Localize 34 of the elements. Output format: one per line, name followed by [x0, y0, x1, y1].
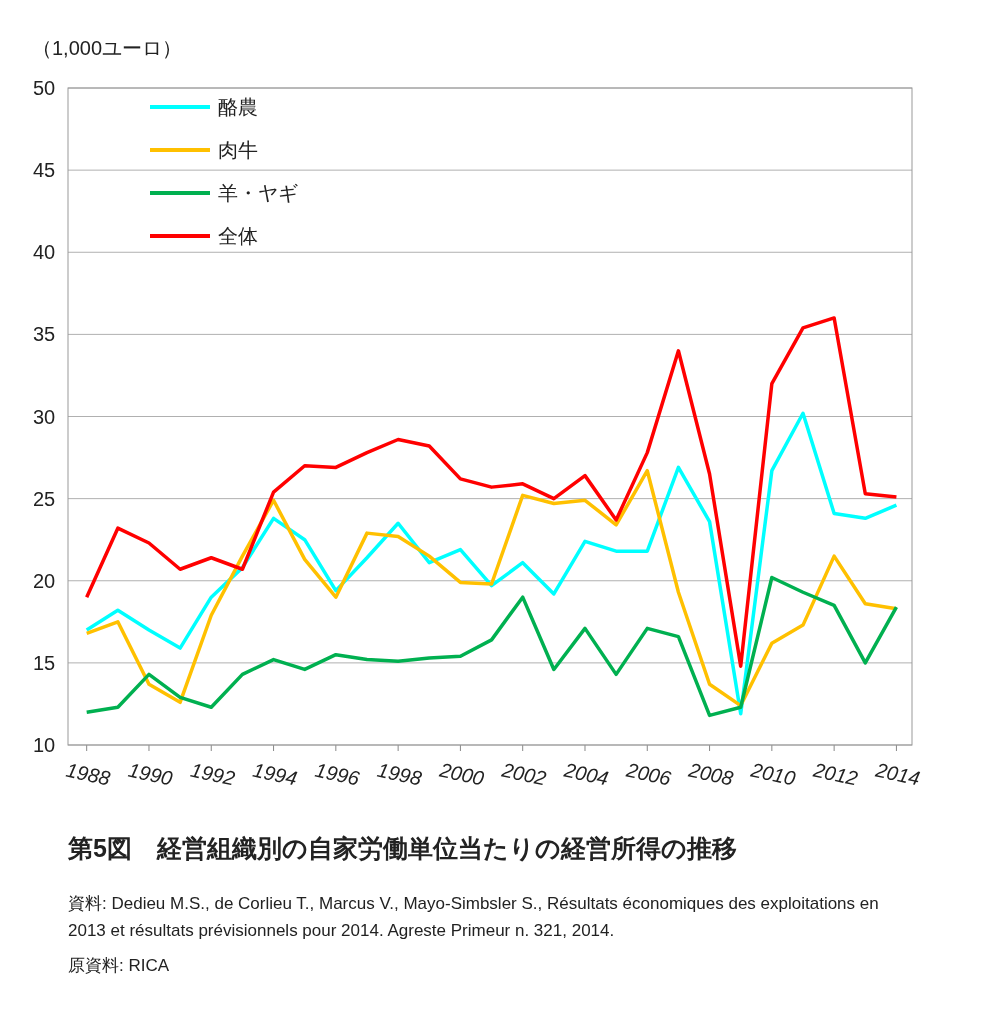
legend-label: 肉牛 — [218, 139, 258, 161]
x-tick-label: 2000 — [436, 758, 486, 790]
legend-label: 全体 — [218, 225, 258, 247]
y-tick-label: 25 — [32, 487, 56, 510]
x-tick-label: 1992 — [188, 758, 237, 790]
x-tick-label: 2014 — [872, 758, 922, 790]
x-tick-label: 1988 — [64, 758, 113, 790]
y-tick-label: 50 — [32, 77, 56, 99]
x-tick-label: 2006 — [623, 758, 674, 790]
x-tick-label: 1994 — [250, 758, 300, 790]
y-tick-label: 45 — [32, 159, 56, 182]
legend-label: 羊・ヤギ — [218, 182, 298, 204]
text: 資料: Dedieu M.S., de Corlieu T., Marcus V., Mayo-Simbsler S., Résultats économiques des exploitations en 2013 et résultats prévisionnels pour 2014. Agreste Primeur n. 321, 2014. — [68, 893, 880, 942]
y-tick-label: 15 — [32, 651, 56, 674]
x-tick-label: 2002 — [499, 758, 549, 790]
y-tick-label: 40 — [32, 241, 56, 264]
line-series — [84, 316, 899, 668]
x-tick-label: 2008 — [685, 758, 736, 790]
text: 原資料: RICA — [68, 955, 171, 977]
x-tick-label: 2010 — [748, 758, 798, 790]
legend-label: 酪農 — [218, 96, 258, 118]
x-tick-label: 2012 — [810, 758, 860, 790]
line-series — [84, 575, 899, 718]
text: 第5図 経営組織別の自家労働単位当たりの経営所得の推移 — [68, 833, 737, 864]
y-tick-label: 20 — [32, 569, 56, 592]
x-tick-label: 2004 — [561, 758, 611, 790]
line-series — [84, 411, 899, 716]
y-axis-title: （1,000ユーロ） — [32, 37, 183, 59]
x-tick-label: 1996 — [313, 758, 363, 790]
x-tick-label: 1990 — [126, 758, 175, 790]
x-tick-label: 1998 — [375, 758, 424, 790]
y-tick-label: 35 — [32, 323, 56, 346]
y-tick-label: 10 — [32, 734, 56, 756]
y-tick-label: 30 — [32, 405, 56, 428]
